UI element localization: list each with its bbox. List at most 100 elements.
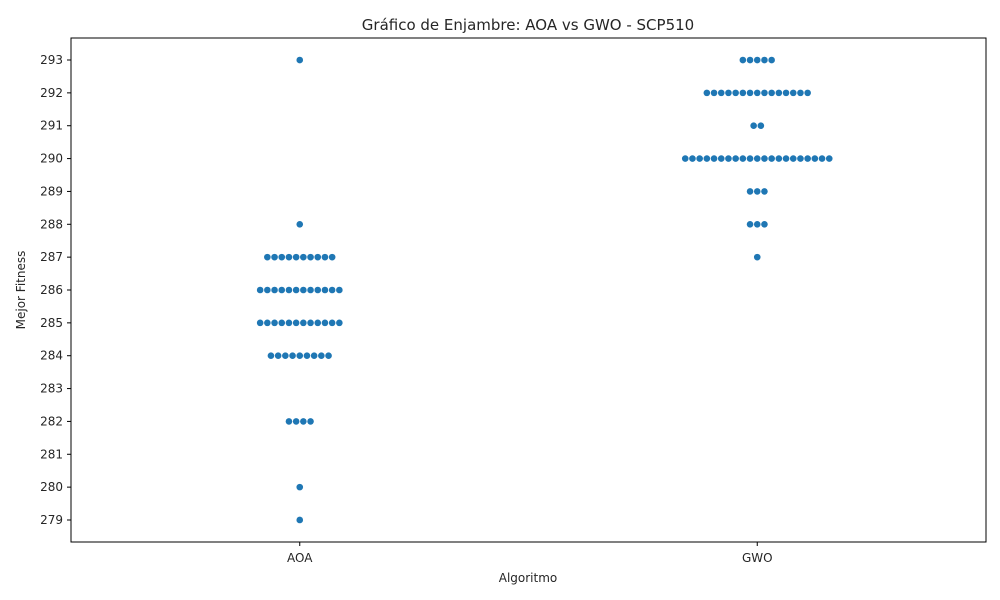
point-aoa-285 [256, 319, 264, 327]
point-gwo-292 [732, 89, 739, 97]
point-gwo-290 [797, 155, 804, 162]
point-aoa-286 [307, 286, 314, 294]
point-gwo-290 [746, 155, 754, 162]
chart-title: Gráfico de Enjambre: AOA vs GWO - SCP510 [362, 16, 694, 34]
point-aoa-285 [292, 319, 300, 327]
point-gwo-292 [775, 89, 783, 97]
point-aoa-287 [278, 253, 286, 261]
point-aoa-287 [285, 253, 293, 261]
point-gwo-289 [746, 188, 754, 195]
point-gwo-290 [739, 155, 747, 162]
y-tick-label: 285 [40, 316, 63, 330]
x-axis-label: Algoritmo [499, 571, 558, 585]
point-aoa-284 [325, 352, 332, 360]
point-gwo-293 [768, 56, 775, 64]
point-aoa-285 [321, 319, 329, 327]
point-gwo-290 [732, 155, 739, 162]
point-aoa-286 [336, 286, 343, 294]
point-aoa-284 [282, 352, 289, 360]
y-tick-label: 292 [40, 86, 63, 100]
point-gwo-292 [761, 89, 768, 97]
point-gwo-288 [761, 220, 768, 228]
point-gwo-290 [710, 155, 718, 162]
point-gwo-292 [797, 89, 804, 97]
point-aoa-286 [292, 286, 300, 294]
point-gwo-292 [789, 89, 797, 97]
point-gwo-287 [753, 253, 761, 261]
point-aoa-279 [296, 516, 304, 524]
y-axis-label: Mejor Fitness [14, 251, 28, 330]
point-aoa-286 [300, 286, 307, 294]
point-gwo-290 [717, 155, 725, 162]
point-aoa-288 [296, 220, 304, 228]
point-aoa-286 [278, 286, 286, 294]
point-gwo-289 [753, 188, 761, 195]
point-aoa-286 [264, 286, 271, 294]
point-gwo-291 [757, 122, 765, 130]
point-gwo-290 [789, 155, 797, 162]
point-gwo-293 [761, 56, 768, 64]
point-aoa-287 [321, 253, 329, 261]
y-tick-label: 287 [40, 250, 63, 264]
point-gwo-292 [746, 89, 754, 97]
point-aoa-285 [336, 319, 343, 327]
plot-area-frame [70, 37, 987, 543]
point-aoa-285 [278, 319, 286, 327]
point-gwo-289 [761, 188, 768, 195]
point-aoa-287 [314, 253, 322, 261]
y-tick-label: 290 [40, 152, 63, 166]
x-tick-label-aoa: AOA [287, 551, 313, 565]
point-aoa-287 [307, 253, 314, 261]
point-aoa-280 [296, 483, 304, 491]
y-tick-label: 281 [40, 447, 63, 461]
point-gwo-292 [804, 89, 811, 97]
point-aoa-285 [328, 319, 336, 327]
point-aoa-284 [303, 352, 311, 360]
point-gwo-290 [782, 155, 790, 162]
point-aoa-286 [321, 286, 329, 294]
point-aoa-285 [300, 319, 307, 327]
point-gwo-293 [739, 56, 747, 64]
point-aoa-284 [296, 352, 304, 360]
y-tick-label: 288 [40, 217, 63, 231]
point-aoa-293 [296, 56, 304, 64]
point-gwo-290 [761, 155, 768, 162]
y-tick-label: 279 [40, 513, 63, 527]
y-tick-label: 284 [40, 349, 63, 363]
point-aoa-282 [292, 418, 300, 425]
point-aoa-282 [300, 418, 307, 425]
point-aoa-287 [300, 253, 307, 261]
point-aoa-282 [307, 418, 314, 425]
point-gwo-290 [811, 155, 819, 162]
point-gwo-293 [753, 56, 761, 64]
point-gwo-290 [775, 155, 783, 162]
point-aoa-284 [274, 352, 282, 360]
point-aoa-285 [285, 319, 293, 327]
point-gwo-291 [750, 122, 757, 130]
point-aoa-287 [271, 253, 278, 261]
y-axis: 279 280 281 282 283 284 285 286 287 288 289 290 291 2… [40, 53, 71, 527]
y-tick-label: 283 [40, 382, 63, 396]
y-tick-label: 291 [40, 119, 63, 133]
point-aoa-287 [328, 253, 336, 261]
point-gwo-290 [825, 155, 833, 162]
data-points [256, 56, 833, 524]
point-aoa-284 [267, 352, 275, 360]
point-aoa-286 [328, 286, 336, 294]
point-aoa-284 [318, 352, 325, 360]
point-aoa-287 [264, 253, 271, 261]
point-aoa-286 [285, 286, 293, 294]
x-axis: AOA GWO [287, 542, 773, 565]
point-gwo-290 [703, 155, 711, 162]
point-gwo-292 [782, 89, 790, 97]
point-aoa-284 [289, 352, 296, 360]
point-gwo-292 [768, 89, 775, 97]
point-aoa-285 [264, 319, 271, 327]
point-gwo-292 [725, 89, 732, 97]
point-gwo-288 [746, 220, 754, 228]
point-gwo-293 [746, 56, 754, 64]
y-tick-label: 286 [40, 283, 63, 297]
point-gwo-292 [739, 89, 747, 97]
point-gwo-290 [804, 155, 811, 162]
y-tick-label: 289 [40, 184, 63, 198]
